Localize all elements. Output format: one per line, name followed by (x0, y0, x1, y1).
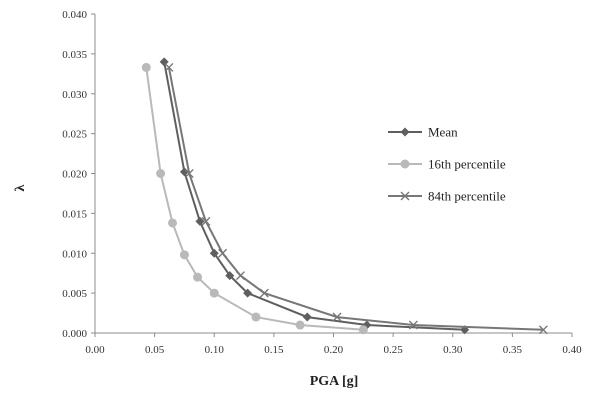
x-tick-label: 0.15 (264, 344, 284, 356)
data-point-84th-percentile (332, 312, 342, 322)
y-tick-label: 0.015 (62, 208, 87, 220)
data-point-84th-percentile (259, 288, 269, 298)
data-point-16th-percentile (156, 169, 166, 178)
data-point-84th-percentile (164, 62, 174, 72)
data-point-16th-percentile (358, 325, 368, 335)
data-point-84th-percentile (408, 320, 418, 330)
y-tick-label: 0.040 (62, 9, 87, 21)
y-tick-label: 0.020 (62, 169, 87, 181)
x-tick-label: 0.40 (562, 344, 582, 356)
y-tick-label: 0.010 (62, 248, 87, 260)
data-point-84th-percentile (201, 216, 211, 226)
data-point-16th-percentile (168, 218, 178, 228)
legend-label: Mean (428, 125, 458, 140)
data-point-mean (243, 288, 253, 298)
series-16th-percentile (141, 62, 368, 335)
legend-item-16th-percentile: 16th percentile (388, 157, 506, 172)
y-axis-title: λ (13, 184, 28, 191)
data-point-mean (179, 167, 189, 177)
x-tick-label: 0.35 (503, 344, 523, 356)
series-84th-percentile (164, 62, 548, 335)
y-tick-label: 0.025 (62, 129, 87, 141)
x-axis-title: PGA [g] (310, 374, 359, 389)
data-point-16th-percentile (209, 288, 219, 298)
data-point-16th-percentile (141, 62, 151, 72)
x-marker-stroke (400, 191, 410, 201)
data-point-mean (225, 271, 235, 281)
y-tick-label: 0.035 (62, 49, 87, 61)
legend-swatch-marker (400, 191, 410, 201)
data-point-16th-percentile (295, 320, 305, 330)
x-marker-stroke (164, 62, 174, 72)
x-tick-labels: 0.00 0.05 0.10 0.15 0.20 0.25 0.30 0.35 0.40 (85, 333, 582, 356)
x-tick-label: 0.30 (443, 344, 463, 356)
legend-label: 84th percentile (428, 189, 506, 204)
x-tick-label: 0.10 (205, 344, 225, 356)
x-marker-stroke (201, 216, 211, 226)
x-tick-label: 0.00 (85, 344, 105, 356)
x-tick-label: 0.20 (324, 344, 344, 356)
data-point-84th-percentile (218, 248, 228, 258)
series-mean (159, 57, 470, 335)
legend: Mean 16th percentile 84th percentile (388, 125, 506, 204)
legend-swatch-marker (400, 127, 410, 137)
legend-item-84th-percentile: 84th percentile (388, 189, 506, 204)
x-tick-label: 0.05 (145, 344, 165, 356)
data-point-mean (302, 312, 312, 322)
data-point-84th-percentile (235, 271, 245, 281)
x-marker-stroke (235, 271, 245, 281)
legend-label: 16th percentile (428, 157, 506, 172)
y-tick-label: 0.000 (62, 328, 87, 340)
x-marker-stroke (538, 325, 548, 335)
x-marker-stroke (332, 312, 342, 322)
y-tick-labels: 0.000 0.005 0.010 0.015 0.020 0.025 0.030 0.035… (62, 9, 95, 340)
data-point-mean (209, 248, 219, 258)
y-tick-label: 0.030 (62, 89, 87, 101)
x-marker-stroke (218, 248, 228, 258)
legend-item-mean: Mean (388, 125, 458, 140)
x-marker-stroke (259, 288, 269, 298)
data-point-16th-percentile (179, 250, 189, 260)
x-marker-stroke (184, 169, 194, 178)
y-tick-label: 0.005 (62, 288, 87, 300)
legend-swatch-marker (400, 159, 410, 169)
data-point-84th-percentile (184, 169, 194, 178)
series-layer (141, 57, 548, 335)
data-point-mean (195, 216, 205, 226)
data-point-16th-percentile (251, 312, 261, 322)
data-point-84th-percentile (538, 325, 548, 335)
x-marker-stroke (408, 320, 418, 330)
series-line-16th-percentile (145, 67, 364, 331)
data-point-16th-percentile (193, 272, 203, 282)
x-tick-label: 0.25 (384, 344, 404, 356)
